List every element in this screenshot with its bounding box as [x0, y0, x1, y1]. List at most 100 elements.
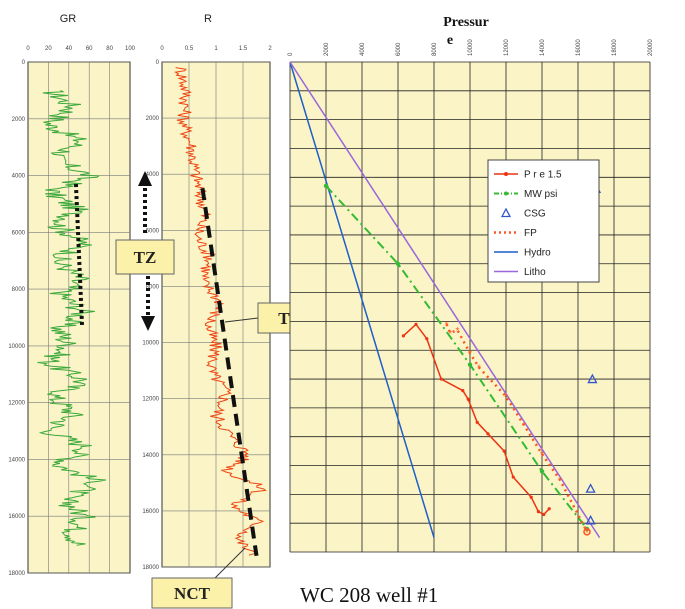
fp-point: * [448, 329, 452, 340]
fp-point: * [445, 320, 449, 331]
gr-y-tick-label: 8000 [12, 287, 26, 293]
pressure-x-tick-label: 4000 [360, 42, 366, 56]
r-y-tick-label: 2000 [146, 116, 160, 122]
pressure-x-tick-label: 2000 [324, 42, 330, 56]
r-x-tick-label: 1 [214, 46, 218, 52]
pre-point [511, 475, 515, 479]
mw-point [395, 261, 401, 266]
legend-label-litho: Litho [524, 267, 546, 278]
legend-label-pre: P r e 1.5 [524, 170, 562, 181]
csg-point [585, 483, 596, 493]
nct-label-box [151, 577, 233, 609]
legend-marker-mw [504, 191, 508, 196]
r-y-tick-label: 16000 [142, 509, 159, 515]
r-y-tick-label: 10000 [142, 341, 159, 347]
tz-label: TZ [134, 248, 157, 267]
r-x-tick-label: 0 [160, 46, 164, 52]
tz-up-arrow-head [138, 171, 152, 186]
pre-point [542, 512, 546, 517]
gr-track-panel [27, 61, 131, 574]
legend-label-mw: MW psi [524, 189, 557, 200]
csg-point [585, 514, 596, 525]
fp-point: * [477, 364, 481, 375]
pressure-x-tick-label: 12000 [504, 39, 510, 56]
pre-point [486, 432, 490, 436]
legend-label-fp: FP [524, 228, 537, 239]
fp-point: * [504, 392, 508, 403]
legend-label-hydro: Hydro [524, 248, 551, 259]
fp-point: * [540, 450, 544, 461]
gr-x-tick-label: 0 [26, 46, 30, 52]
tz-down-arrow-head [141, 316, 155, 331]
gr-track-title: GR [60, 13, 77, 25]
pressure-x-tick-label: 18000 [612, 39, 618, 56]
gr-y-tick-label: 18000 [8, 571, 25, 577]
pre-point [547, 507, 551, 511]
nct-label: NCT [174, 584, 211, 603]
nct-leader-line [214, 547, 246, 579]
figure-caption: WC 208 well #1 [300, 583, 439, 607]
pressure-x-tick-label: 8000 [432, 42, 438, 56]
pre-point [466, 397, 470, 401]
gr-x-tick-label: 20 [45, 46, 52, 52]
litho-line [289, 61, 601, 539]
pre-point [401, 334, 405, 338]
r-x-tick-label: 0.5 [185, 46, 194, 52]
legend-marker-pre [504, 172, 508, 176]
pressure-x-tick-label: 0 [288, 52, 294, 56]
r-y-tick-label: 12000 [142, 397, 159, 403]
r-y-tick-label: 0 [156, 60, 160, 66]
pressure-title-line2: e [447, 33, 453, 48]
r-trend-line [200, 187, 259, 557]
pressure-x-tick-label: 16000 [576, 39, 582, 56]
gr-x-tick-label: 80 [106, 46, 113, 52]
gr-y-tick-label: 14000 [8, 457, 25, 463]
gr-y-tick-label: 0 [22, 60, 26, 66]
fp-line [445, 323, 589, 533]
r-y-tick-label: 18000 [142, 565, 159, 571]
gr-y-tick-label: 12000 [8, 401, 25, 407]
r-x-tick-label: 2 [268, 46, 272, 52]
legend-marker-csg [500, 207, 512, 218]
r-y-tick-label: 8000 [146, 284, 160, 290]
gr-x-tick-label: 100 [125, 46, 136, 52]
gr-y-tick-label: 16000 [8, 514, 25, 520]
fp-end-marker [583, 528, 591, 536]
pressure-x-tick-label: 10000 [468, 39, 474, 56]
pre-point [414, 322, 418, 326]
tz-label-box [115, 239, 175, 275]
mw-point [323, 183, 329, 189]
pre-point [439, 377, 443, 381]
fp-point: * [455, 326, 459, 337]
pre-line [402, 323, 550, 516]
r-y-tick-label: 6000 [146, 228, 160, 234]
mw-point [539, 469, 545, 474]
pressure-title-line1: Pressur [443, 15, 489, 30]
pressure-x-tick-label: 14000 [540, 39, 546, 56]
pre-point [536, 510, 541, 514]
pressure-legend [487, 159, 600, 283]
gr-log-curve [37, 89, 107, 546]
pre-point [425, 337, 429, 341]
fp-point: * [468, 349, 472, 360]
gr-y-tick-label: 2000 [12, 117, 26, 123]
hydro-line [289, 61, 435, 538]
csg-point [587, 373, 598, 384]
pressure-x-tick-label: 20000 [648, 39, 654, 56]
fp-point: * [522, 421, 526, 432]
r-x-tick-label: 1.5 [239, 46, 248, 52]
r-track-title: R [204, 13, 212, 25]
gr-x-tick-label: 60 [86, 46, 93, 52]
pressure-x-tick-label: 6000 [396, 42, 402, 56]
gr-y-tick-label: 4000 [12, 174, 26, 180]
pre-point [461, 388, 465, 393]
legend-label-csg: CSG [524, 209, 546, 220]
mw-point [467, 362, 473, 367]
gr-x-tick-label: 40 [65, 46, 72, 52]
gr-y-tick-label: 6000 [12, 230, 26, 236]
tog-leader-line [224, 317, 259, 323]
fp-point: * [585, 528, 589, 539]
r-y-tick-label: 14000 [142, 453, 159, 459]
r-y-tick-label: 4000 [146, 172, 160, 178]
